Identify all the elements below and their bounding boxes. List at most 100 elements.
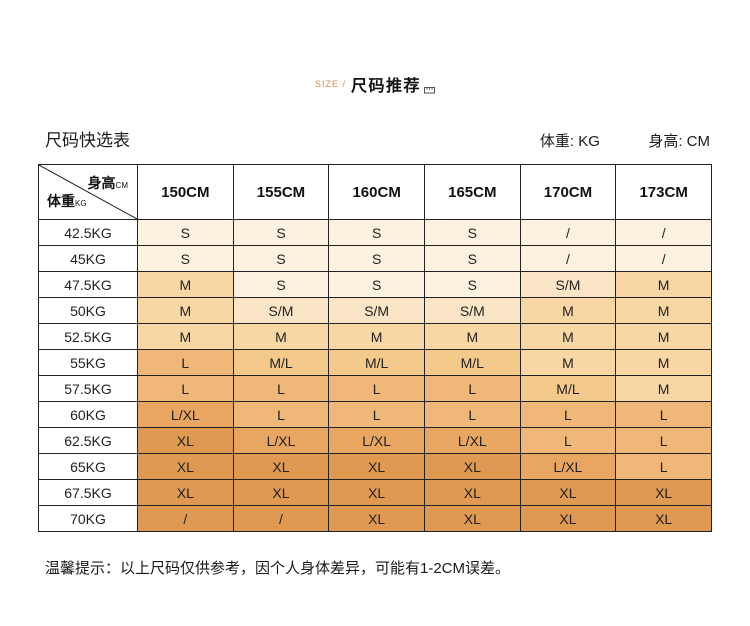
weight-row-label: 70KG (38, 505, 138, 532)
size-cell: XL (423, 505, 521, 532)
size-cell: L (519, 401, 617, 428)
height-column-header: 165CM (423, 164, 521, 220)
size-cell: S (423, 219, 521, 246)
size-cell: XL (423, 479, 521, 506)
size-cell: M (328, 323, 425, 350)
size-cell: S (423, 245, 521, 272)
table-row: 45KG S S S S / / (38, 245, 712, 272)
weight-row-label: 67.5KG (38, 479, 138, 506)
table-subheader: 尺码快选表 体重: KG 身高: CM (45, 126, 710, 151)
size-cell: / (519, 219, 617, 246)
diagonal-divider (39, 165, 137, 219)
note-text: 温馨提示：以上尺码仅供参考，因个人身体差异，可能有1-2CM误差。 (45, 560, 511, 577)
size-cell: M (137, 323, 234, 350)
size-cell: S (328, 245, 425, 272)
size-cell: S (232, 271, 330, 298)
size-cell: XL (232, 453, 330, 480)
size-cell: S/M (423, 297, 521, 324)
size-cell: S (232, 219, 330, 246)
size-cell: XL (137, 479, 234, 506)
size-cell: XL (328, 505, 425, 532)
table-row: 67.5KG XL XL XL XL XL XL (38, 479, 712, 506)
weight-row-label: 62.5KG (38, 427, 138, 454)
size-cell: S (137, 245, 234, 272)
table-title: 尺码快选表 (45, 131, 130, 150)
size-cell: XL (615, 479, 712, 506)
size-table: 身高CM 体重KG 150CM 155CM 160CM 165CM 170CM 173CM… (38, 164, 712, 532)
size-cell: L (615, 401, 712, 428)
height-column-header: 150CM (137, 164, 234, 220)
weight-unit-label: 体重: KG (539, 133, 600, 150)
size-cell: / (519, 245, 617, 272)
size-guide-page: SIZE / 尺码推荐 尺码快选表 体重: KG 身高: CM 身高CM 体重KG… (38, 78, 712, 577)
height-column-header: 160CM (328, 164, 425, 220)
size-cell: XL (328, 453, 425, 480)
weight-row-label: 45KG (38, 245, 138, 272)
size-cell: XL (519, 505, 617, 532)
table-row: 60KG L/XL L L L L L (38, 401, 712, 428)
size-cell: XL (519, 479, 617, 506)
size-cell: M (519, 323, 617, 350)
size-cell: S (423, 271, 521, 298)
size-cell: / (615, 219, 712, 246)
size-cell: XL (232, 479, 330, 506)
size-cell: / (615, 245, 712, 272)
table-row: 42.5KG S S S S / / (38, 219, 712, 246)
size-cell: M/L (232, 349, 330, 376)
size-cell: L/XL (423, 427, 521, 454)
weight-row-label: 42.5KG (38, 219, 138, 246)
corner-height-label: 身高CM (87, 175, 128, 191)
size-cell: M (615, 375, 712, 402)
size-cell: S/M (328, 297, 425, 324)
table-row: 55KG L M/L M/L M/L M M (38, 349, 712, 376)
size-cell: L (519, 427, 617, 454)
size-cell: L (137, 349, 234, 376)
size-cell: L/XL (328, 427, 425, 454)
unit-labels: 体重: KG 身高: CM (496, 130, 710, 151)
size-cell: L/XL (232, 427, 330, 454)
size-eyebrow-label: SIZE / (314, 79, 346, 89)
size-cell: XL (423, 453, 521, 480)
height-column-header: 173CM (615, 164, 712, 220)
weight-row-label: 65KG (38, 453, 138, 480)
size-cell: L (137, 375, 234, 402)
height-column-header: 155CM (232, 164, 330, 220)
size-cell: XL (137, 427, 234, 454)
size-cell: S (137, 219, 234, 246)
weight-row-label: 47.5KG (38, 271, 138, 298)
size-cell: M (519, 349, 617, 376)
size-cell: XL (615, 505, 712, 532)
size-cell: S (328, 271, 425, 298)
size-cell: M/L (423, 349, 521, 376)
weight-row-label: 52.5KG (38, 323, 138, 350)
size-cell: L (232, 401, 330, 428)
size-cell: L (423, 375, 521, 402)
table-row: 47.5KG M S S S S/M M (38, 271, 712, 298)
size-cell: L (328, 401, 425, 428)
size-cell: / (232, 505, 330, 532)
table-row: 52.5KG M M M M M M (38, 323, 712, 350)
size-cell: M/L (519, 375, 617, 402)
size-cell: L (328, 375, 425, 402)
size-cell: L (423, 401, 521, 428)
size-cell: M (137, 271, 234, 298)
size-cell: L/XL (519, 453, 617, 480)
ruler-icon (424, 87, 436, 94)
size-cell: M (137, 297, 234, 324)
size-cell: S (232, 245, 330, 272)
size-cell: S/M (232, 297, 330, 324)
size-cell: / (137, 505, 234, 532)
size-cell: M (615, 349, 712, 376)
weight-row-label: 57.5KG (38, 375, 138, 402)
table-header-row: 身高CM 体重KG 150CM 155CM 160CM 165CM 170CM 173CM (38, 164, 712, 220)
table-row: 62.5KG XL L/XL L/XL L/XL L L (38, 427, 712, 454)
table-row: 70KG / / XL XL XL XL (38, 505, 712, 532)
height-unit-label: 身高: CM (648, 133, 710, 150)
size-cell: M (615, 271, 712, 298)
size-cell: M (232, 323, 330, 350)
size-cell: M/L (328, 349, 425, 376)
size-cell: XL (328, 479, 425, 506)
weight-row-label: 50KG (38, 297, 138, 324)
weight-row-label: 60KG (38, 401, 138, 428)
size-cell: L (615, 453, 712, 480)
